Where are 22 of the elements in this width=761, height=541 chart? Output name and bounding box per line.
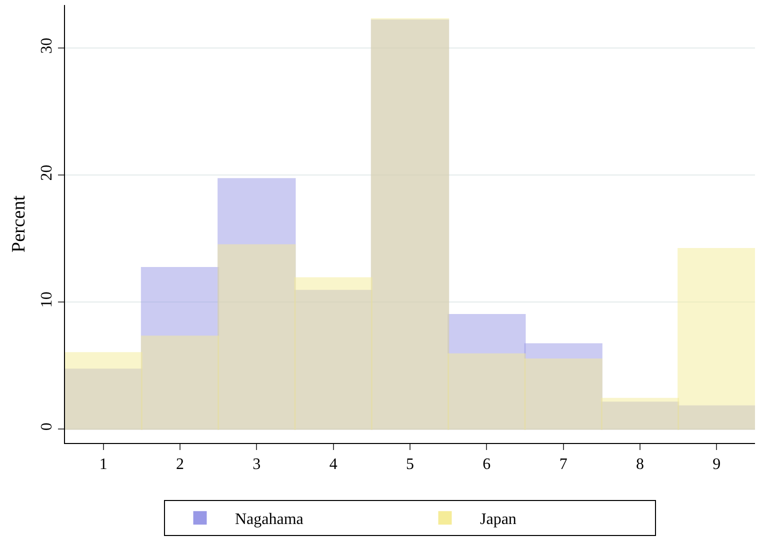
x-tick-label: 3 xyxy=(252,456,261,474)
bar xyxy=(678,248,755,430)
bar xyxy=(140,336,220,430)
y-axis-title: Percent xyxy=(8,194,30,252)
x-tick-label: 8 xyxy=(636,456,644,474)
x-tick-label: 7 xyxy=(559,456,568,474)
x-tick-label: 2 xyxy=(176,456,184,474)
y-tick-label: 20 xyxy=(38,164,56,181)
y-tick-label: 30 xyxy=(38,38,56,54)
bar xyxy=(448,353,526,430)
x-tick-label: 4 xyxy=(329,456,338,474)
bar xyxy=(218,244,296,430)
x-tick-label: 6 xyxy=(482,456,491,474)
y-tick-label: 0 xyxy=(38,422,56,431)
x-tick-label: 9 xyxy=(712,456,721,474)
legend-label: Japan xyxy=(480,511,516,528)
bar xyxy=(65,352,142,430)
y-tick-label: 10 xyxy=(38,292,56,308)
legend-label: Nagahama xyxy=(235,511,304,528)
bar xyxy=(524,358,602,430)
x-tick-label: 1 xyxy=(99,456,108,474)
x-tick-label: 5 xyxy=(406,456,414,474)
